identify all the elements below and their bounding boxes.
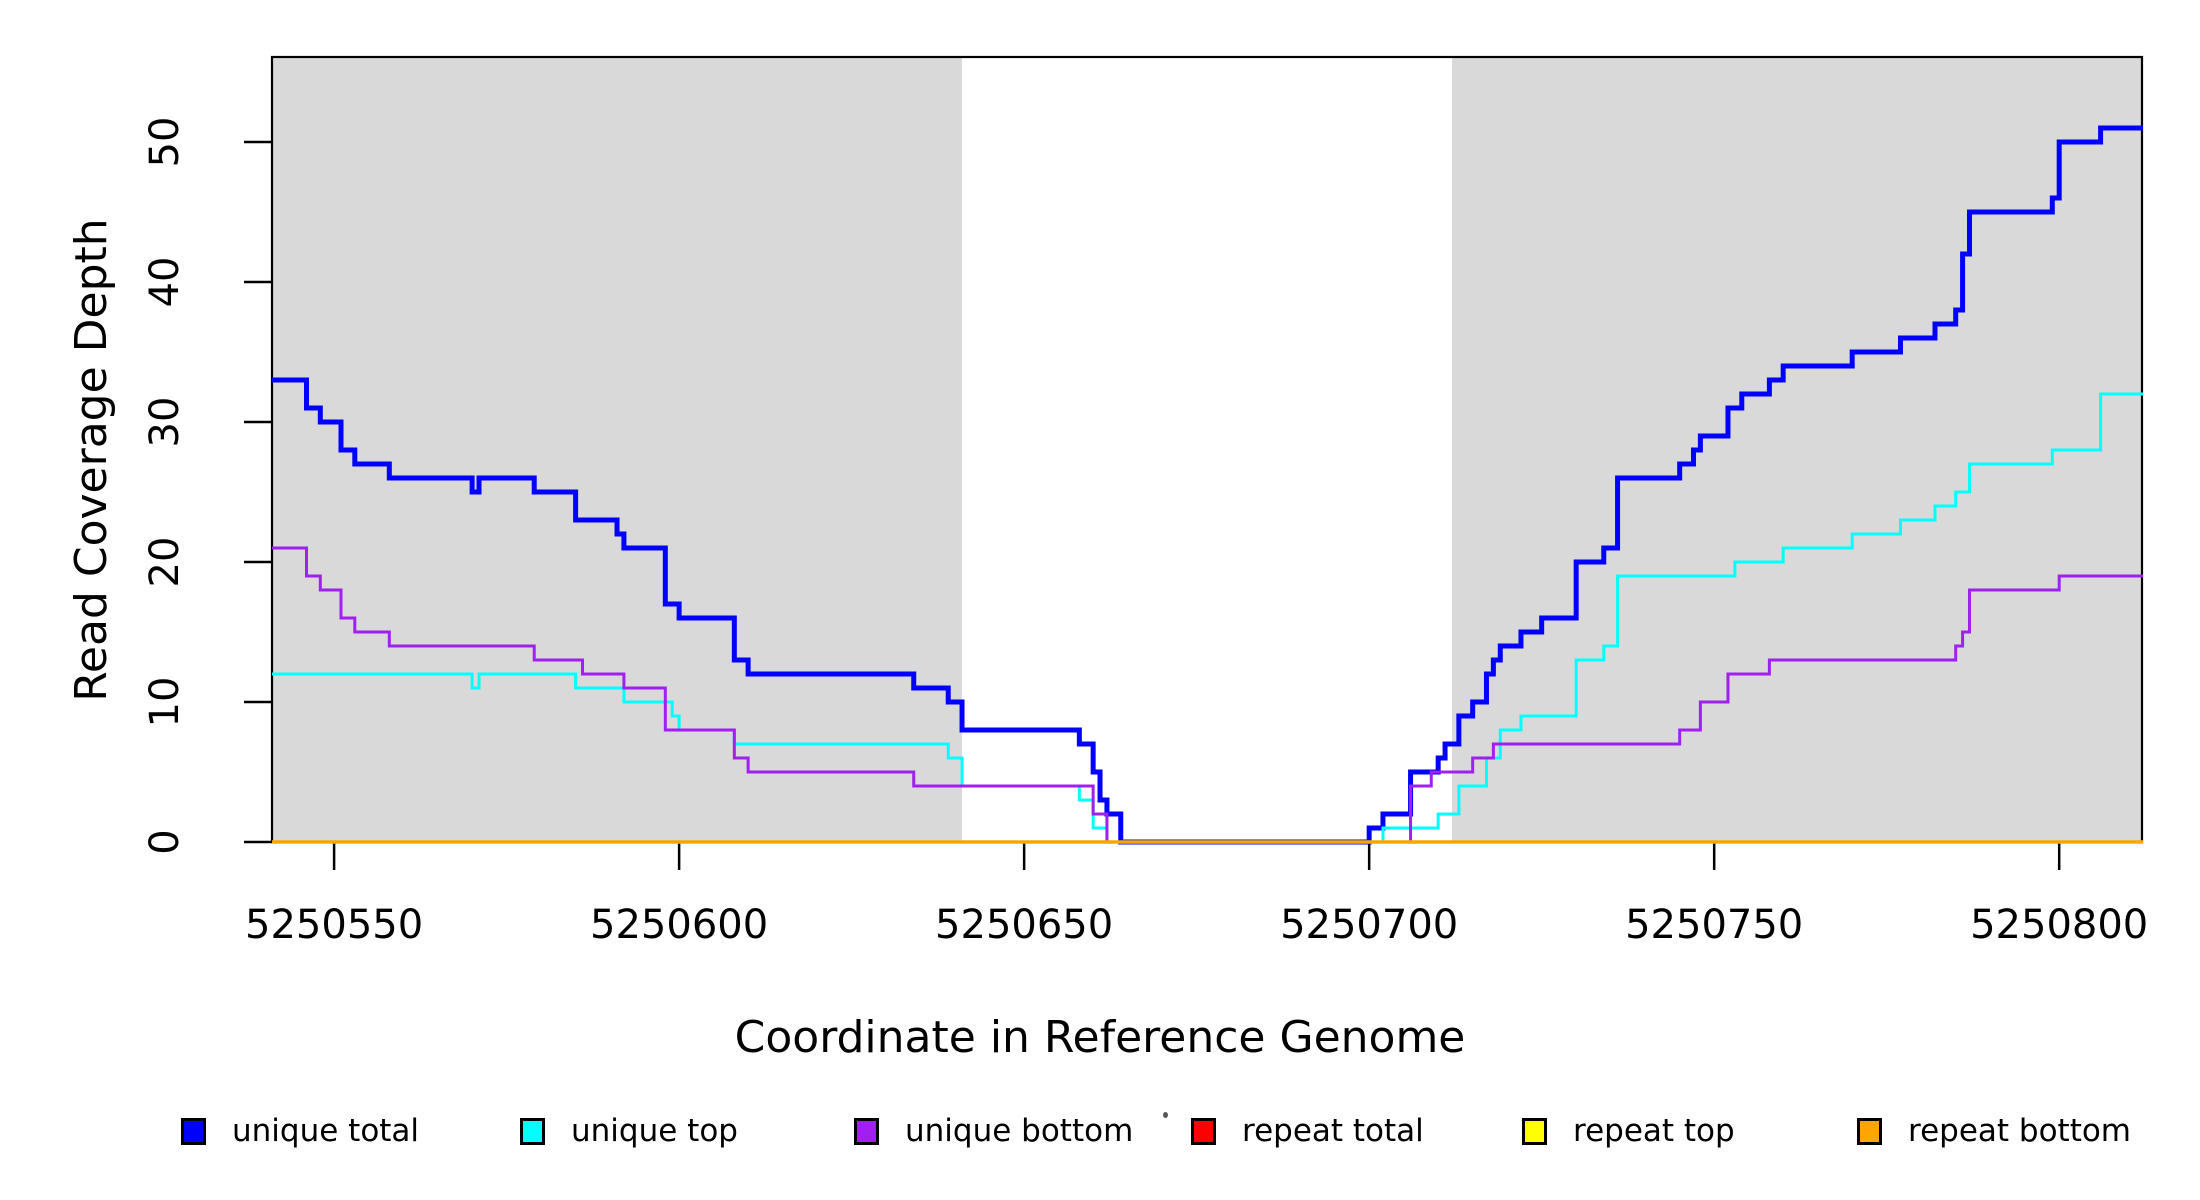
legend-label: unique top [571, 1113, 738, 1149]
x-tick-label: 5250600 [590, 902, 768, 948]
legend-swatch-repeat-top [1522, 1117, 1547, 1145]
y-tick-label: 10 [142, 677, 188, 728]
legend-item-unique-total: unique total [181, 1104, 419, 1158]
legend-swatch-unique-bottom [854, 1117, 879, 1145]
legend-item-unique-bottom: unique bottom [854, 1104, 1133, 1158]
series-unique-bottom [272, 546, 2143, 844]
legend-swatch-repeat-bottom [1857, 1117, 1882, 1145]
x-tick-label: 5250800 [1970, 902, 2148, 948]
legend-item-repeat-top: repeat top [1522, 1104, 1735, 1158]
series-unique-top [272, 392, 2143, 844]
y-tick-label: 0 [142, 829, 188, 854]
legend-label: unique total [232, 1113, 420, 1149]
legend-label: repeat bottom [1908, 1113, 2132, 1149]
series-unique-total [272, 125, 2143, 845]
y-tick-label: 50 [142, 117, 188, 168]
legend-item-repeat-bottom: repeat bottom [1857, 1104, 2131, 1158]
coverage-plot-canvas: 0 10 20 30 40 50 5250550 5250600 5250650 5250700 5… [142, 55, 2148, 948]
legend-swatch-unique-top [520, 1117, 545, 1145]
legend-item-unique-top: unique top [520, 1104, 738, 1158]
x-axis-title: Coordinate in Reference Genome [734, 1012, 1466, 1063]
legend: unique total unique top unique bottom repea… [0, 1104, 2200, 1164]
legend-swatch-unique-total [181, 1117, 206, 1145]
legend-label: unique bottom [905, 1113, 1134, 1149]
y-tick-label: 20 [142, 537, 188, 588]
legend-label: repeat total [1242, 1113, 1424, 1149]
x-tick-label: 5250650 [935, 902, 1113, 948]
legend-item-repeat-total: repeat total [1191, 1104, 1424, 1158]
y-tick-label: 40 [142, 257, 188, 308]
x-tick-label: 5250550 [245, 902, 423, 948]
shaded-region-right [1451, 57, 2142, 842]
y-tick-label: 30 [142, 397, 188, 448]
x-tick-label: 5250700 [1280, 902, 1458, 948]
stray-dot-mark [1163, 1112, 1168, 1118]
x-tick-label: 5250750 [1625, 902, 1803, 948]
shaded-region-left [272, 57, 963, 842]
legend-swatch-repeat-total [1191, 1117, 1216, 1145]
legend-label: repeat top [1573, 1113, 1735, 1149]
y-axis-title: Read Coverage Depth [66, 218, 117, 702]
